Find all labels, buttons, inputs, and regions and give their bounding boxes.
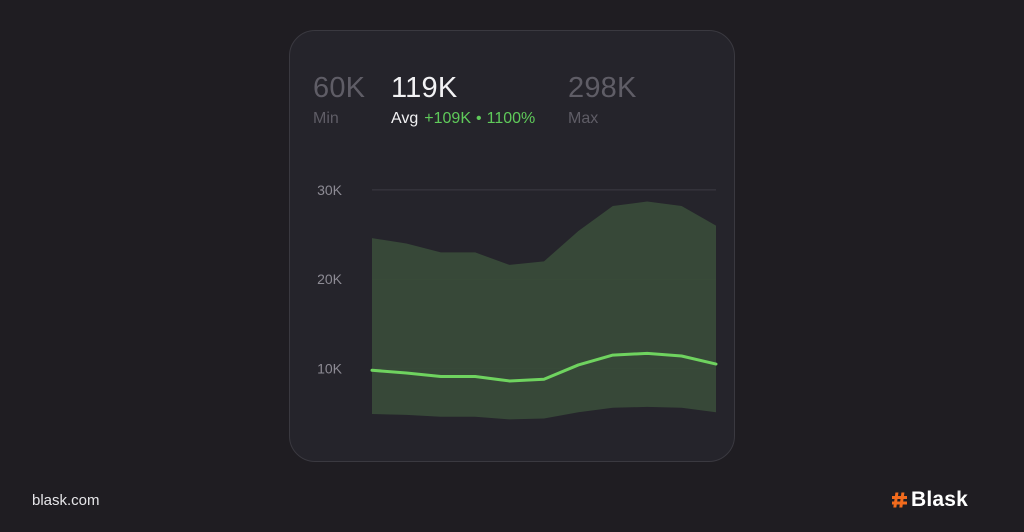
min-value: 60K: [313, 72, 366, 104]
avg-stat: 119K Avg +109K • 1100%: [391, 71, 535, 129]
avg-separator: •: [476, 110, 482, 127]
avg-label-row: Avg +109K • 1100%: [391, 109, 535, 129]
min-label: Min: [313, 110, 339, 127]
max-stat: 298K Max: [568, 71, 637, 129]
y-tick-label: 30K: [317, 182, 343, 198]
hash-icon: [892, 492, 907, 508]
max-value: 298K: [568, 72, 637, 104]
range-area-chart: 10K 20K 30K: [317, 182, 718, 420]
site-url: blask.com: [32, 492, 100, 509]
avg-value: 119K: [391, 72, 458, 104]
stats-card: 60K Min 119K Avg +109K • 1100% 298K Max 10K…: [289, 30, 735, 462]
avg-label: Avg: [391, 110, 419, 127]
avg-line: [370, 351, 718, 383]
avg-percent: 1100%: [486, 110, 536, 127]
y-tick-label: 10K: [317, 361, 343, 377]
brand-logo: Blask: [892, 486, 968, 514]
range-band: [372, 201, 716, 420]
min-stat: 60K Min: [313, 71, 365, 129]
y-tick-label: 20K: [317, 271, 343, 287]
max-label: Max: [568, 110, 599, 127]
brand-name: Blask: [911, 488, 969, 511]
avg-delta: +109K: [424, 110, 471, 127]
